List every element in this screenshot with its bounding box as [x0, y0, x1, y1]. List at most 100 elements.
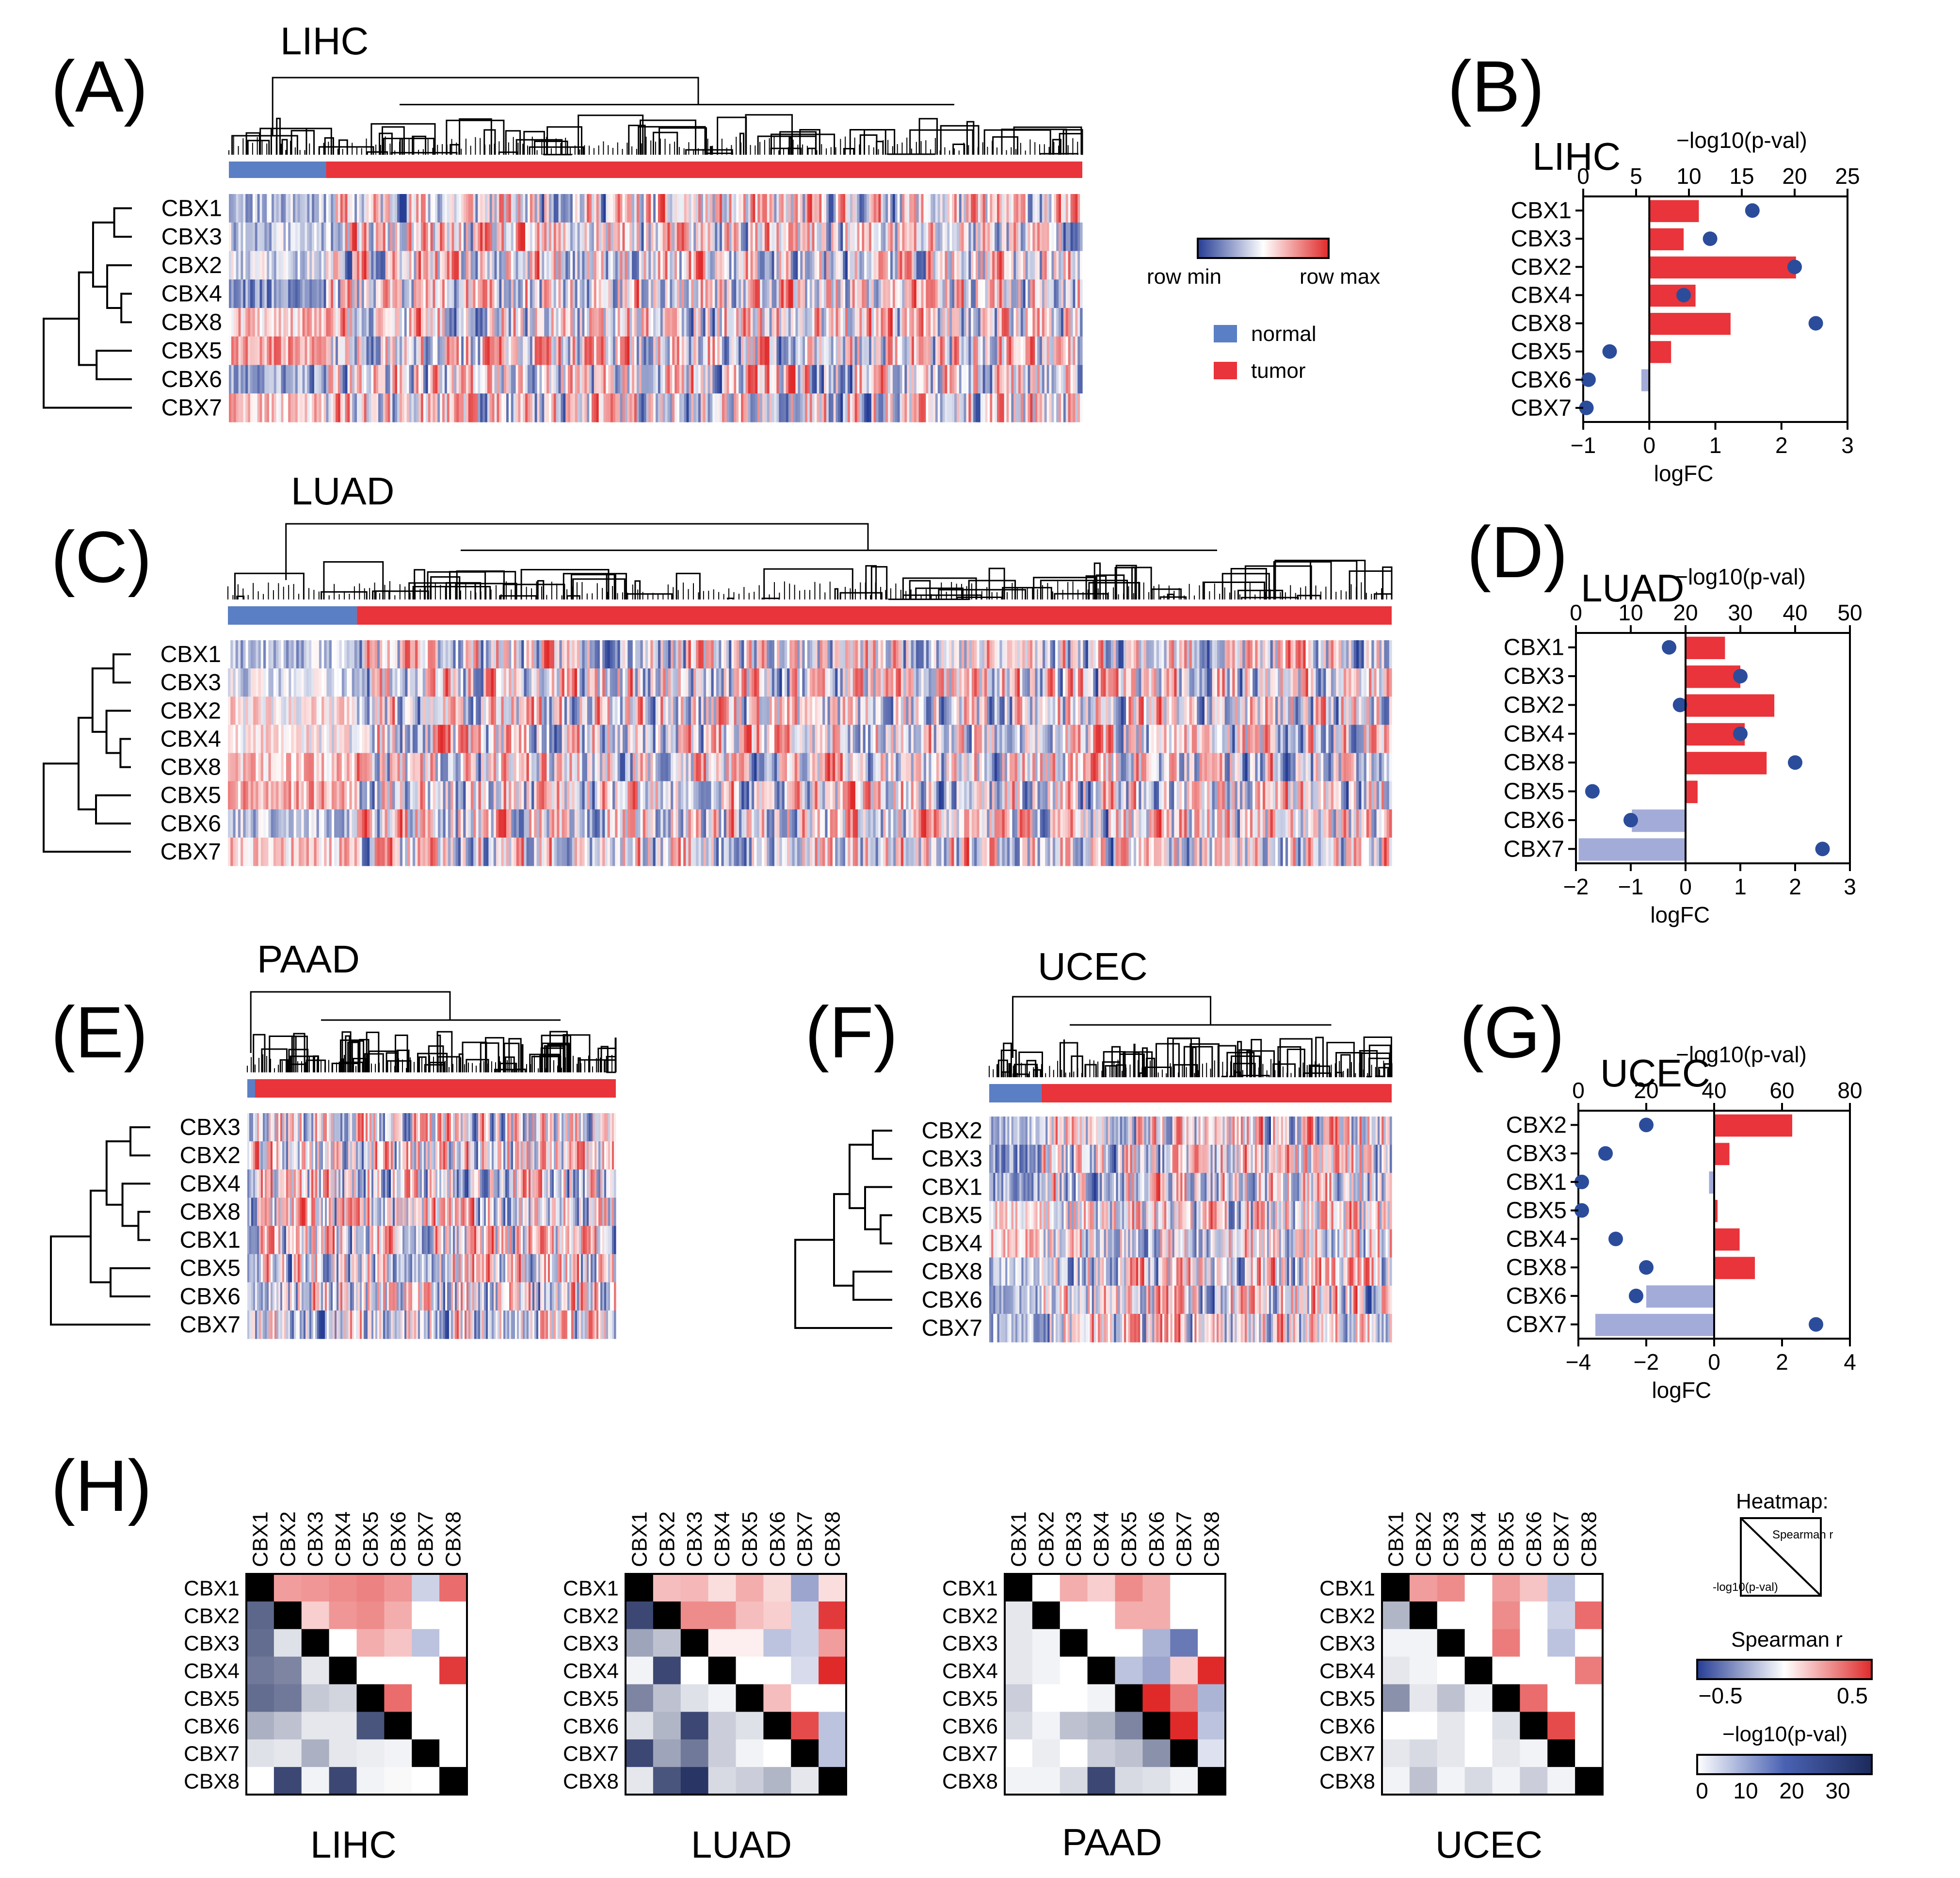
heatmap-cell [681, 336, 685, 366]
heatmap-cell [620, 725, 623, 754]
heatmap-cell [868, 668, 871, 697]
heatmap-cell [769, 696, 772, 725]
heatmap-cell [792, 725, 795, 754]
heatmap-cell [1055, 640, 1058, 669]
heatmap-cell [753, 251, 755, 280]
heatmap-cell [582, 222, 585, 252]
heatmap-cell [359, 308, 362, 337]
heatmap-cell [802, 696, 805, 725]
heatmap-cell [357, 365, 360, 394]
heatmap-cell [288, 393, 291, 422]
heatmap-cell [443, 668, 446, 697]
heatmap-cell [947, 279, 950, 308]
heatmap-cell [278, 251, 282, 280]
heatmap-cell [425, 393, 429, 422]
heatmap-cell [1077, 194, 1080, 223]
heatmap-cell [686, 251, 690, 280]
heatmap-cell [336, 336, 338, 366]
heatmap-cell [501, 725, 504, 754]
heatmap-cell [759, 696, 762, 725]
heatmap-cell [828, 279, 832, 308]
heatmap-cell [982, 251, 986, 280]
heatmap-cell [428, 251, 431, 280]
heatmap-cell [610, 393, 613, 422]
heatmap-cell [541, 668, 545, 697]
heatmap-cell [700, 251, 704, 280]
heatmap-cell [602, 640, 605, 669]
heatmap-cell [646, 393, 649, 422]
heatmap-cell [786, 365, 789, 394]
heatmap-cell [514, 696, 517, 725]
heatmap-cell [896, 696, 899, 725]
heatmap-cell [435, 668, 438, 697]
panel-a-title: LIHC [280, 19, 369, 63]
heatmap-cell [1303, 668, 1306, 697]
heatmap-cell [1197, 696, 1200, 725]
heatmap-cell [672, 194, 675, 223]
heatmap-cell [1023, 279, 1026, 308]
heatmap-cell [902, 279, 905, 308]
heatmap-cell [245, 668, 249, 697]
heatmap-cell [639, 222, 642, 252]
heatmap-cell [575, 336, 578, 366]
heatmap-cell [421, 393, 424, 422]
heatmap-cell [1341, 696, 1344, 725]
heatmap-cell [838, 336, 841, 366]
heatmap-cell [342, 365, 346, 394]
heatmap-cell [677, 279, 680, 308]
heatmap-cell [1013, 365, 1016, 394]
heatmap-cell [425, 251, 429, 280]
heatmap-cell [1214, 696, 1218, 725]
heatmap-cell [1230, 668, 1233, 697]
heatmap-cell [990, 222, 993, 252]
heatmap-cell [404, 393, 407, 422]
heatmap-cell [827, 696, 831, 725]
heatmap-cell [944, 696, 947, 725]
heatmap-cell [257, 393, 260, 422]
heatmap-cell [703, 251, 706, 280]
heatmap-cell [1020, 393, 1024, 422]
heatmap-cell [713, 725, 717, 754]
heatmap-cell [622, 308, 626, 337]
heatmap-cell [329, 725, 332, 754]
row-max-label: row max [1300, 265, 1380, 289]
heatmap-cell [528, 393, 530, 422]
heatmap-cell [468, 640, 471, 669]
heatmap-cell [364, 194, 367, 223]
heatmap-cell [293, 251, 296, 280]
heatmap-cell [736, 640, 739, 669]
heatmap-cell [430, 279, 434, 308]
heatmap-cell [454, 194, 457, 223]
heatmap-cell [1174, 668, 1177, 697]
heatmap-cell [271, 696, 274, 725]
heatmap-cell [478, 222, 481, 252]
heatmap-cell [451, 336, 455, 366]
heatmap-cell [252, 365, 256, 394]
heatmap-cell [357, 336, 360, 366]
heatmap-cell [648, 336, 651, 366]
heatmap-cell [617, 251, 621, 280]
heatmap-cell [506, 251, 509, 280]
heatmap-cell [1239, 696, 1243, 725]
heatmap-cell [1308, 668, 1311, 697]
heatmap-cell [1116, 668, 1119, 697]
heatmap-cell [556, 279, 559, 308]
heatmap-cell [342, 308, 346, 337]
heatmap-cell [1032, 696, 1035, 725]
heatmap-cell [229, 336, 232, 366]
heatmap-cell [526, 696, 530, 725]
heatmap-cell [639, 308, 642, 337]
heatmap-cell [990, 336, 993, 366]
heatmap-cell [561, 279, 563, 308]
heatmap-cell [978, 393, 981, 422]
heatmap-cell [337, 308, 341, 337]
heatmap-cell [248, 696, 251, 725]
heatmap-cell [1262, 668, 1266, 697]
heatmap-cell [720, 251, 723, 280]
heatmap-cell [442, 279, 445, 308]
heatmap-cell [1040, 696, 1043, 725]
heatmap-cell [1235, 640, 1238, 669]
heatmap-cell [523, 279, 526, 308]
heatmap-cell [1285, 668, 1288, 697]
heatmap-cell [976, 194, 979, 223]
